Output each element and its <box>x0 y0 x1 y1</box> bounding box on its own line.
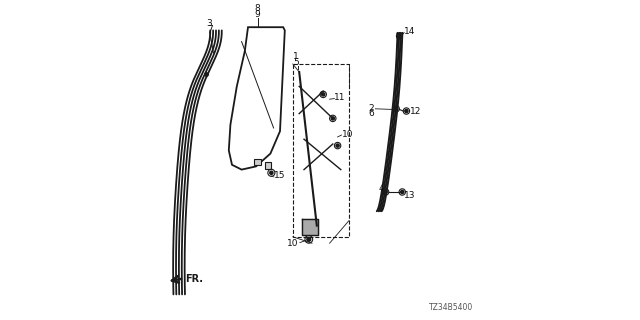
Text: 7: 7 <box>207 25 212 34</box>
Bar <box>253 159 261 165</box>
Text: 12: 12 <box>410 107 422 116</box>
Circle shape <box>321 93 325 96</box>
Text: 9: 9 <box>255 10 260 19</box>
Text: 10: 10 <box>342 130 353 139</box>
Circle shape <box>384 190 387 194</box>
Text: 11: 11 <box>334 93 346 102</box>
Text: 10: 10 <box>287 239 298 248</box>
Bar <box>265 162 271 169</box>
Text: TZ34B5400: TZ34B5400 <box>429 303 474 312</box>
Text: 1: 1 <box>293 52 299 61</box>
Text: 5: 5 <box>293 58 299 67</box>
Circle shape <box>332 117 335 120</box>
Text: 8: 8 <box>255 4 260 13</box>
Text: 13: 13 <box>404 191 415 200</box>
Text: 6: 6 <box>368 109 374 118</box>
Text: 14: 14 <box>404 28 415 36</box>
Circle shape <box>270 171 273 174</box>
Circle shape <box>401 190 404 194</box>
Circle shape <box>404 109 408 113</box>
Text: 3: 3 <box>207 20 212 28</box>
Text: 2: 2 <box>368 104 374 113</box>
Text: 15: 15 <box>274 172 285 180</box>
Polygon shape <box>302 219 319 235</box>
Circle shape <box>307 237 311 241</box>
Circle shape <box>336 144 339 147</box>
Text: 4: 4 <box>378 184 384 193</box>
Bar <box>292 64 349 237</box>
Circle shape <box>394 107 398 110</box>
Text: FR.: FR. <box>186 274 204 284</box>
